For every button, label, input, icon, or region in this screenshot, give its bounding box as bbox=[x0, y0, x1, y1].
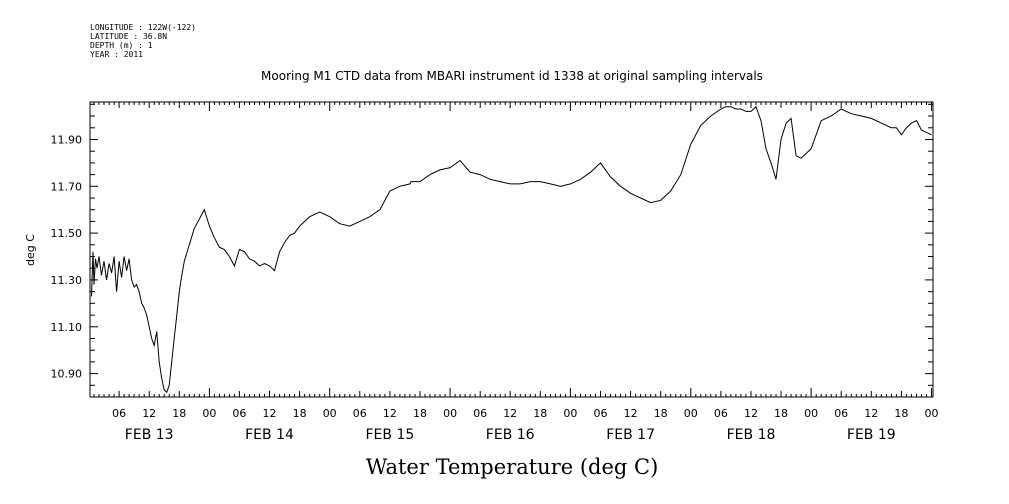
y-tick-label: 11.90 bbox=[51, 134, 83, 147]
tick-marks bbox=[90, 102, 933, 398]
chart-title: Mooring M1 CTD data from MBARI instrumen… bbox=[261, 69, 763, 83]
x-tick-label: 12 bbox=[744, 407, 758, 420]
x-tick-label: 06 bbox=[473, 407, 487, 420]
day-labels: FEB 13 FEB 14 FEB 15 FEB 16 FEB 17 FEB 18 FEB … bbox=[125, 427, 896, 443]
x-tick-label: 12 bbox=[142, 407, 156, 420]
day-label: FEB 14 bbox=[245, 427, 294, 443]
x-tick-label: 06 bbox=[594, 407, 608, 420]
y-tick-label: 11.70 bbox=[51, 180, 83, 193]
x-tick-label: 12 bbox=[864, 407, 878, 420]
day-label: FEB 16 bbox=[486, 427, 535, 443]
day-label: FEB 17 bbox=[606, 427, 655, 443]
x-tick-label: 06 bbox=[714, 407, 728, 420]
x-tick-label: 00 bbox=[684, 407, 698, 420]
x-tick-label: 12 bbox=[263, 407, 277, 420]
x-tick-label: 12 bbox=[624, 407, 638, 420]
day-label: FEB 15 bbox=[366, 427, 415, 443]
metadata-block: LONGITUDE : 122W(-122) LATITUDE : 36.8N … bbox=[90, 23, 196, 59]
x-tick-label: 06 bbox=[834, 407, 848, 420]
x-tick-label: 18 bbox=[774, 407, 788, 420]
day-label: FEB 13 bbox=[125, 427, 174, 443]
y-tick-label: 10.90 bbox=[51, 368, 83, 381]
meta-latitude: LATITUDE : 36.8N bbox=[90, 32, 167, 41]
day-label: FEB 19 bbox=[847, 427, 896, 443]
x-tick-label: 18 bbox=[894, 407, 908, 420]
meta-longitude: LONGITUDE : 122W(-122) bbox=[90, 23, 196, 32]
y-tick-label: 11.30 bbox=[51, 274, 83, 287]
x-tick-label: 00 bbox=[323, 407, 337, 420]
x-tick-label: 12 bbox=[383, 407, 397, 420]
x-tick-label: 18 bbox=[172, 407, 186, 420]
meta-depth: DEPTH (m) : 1 bbox=[90, 41, 153, 50]
meta-year: YEAR : 2011 bbox=[90, 50, 143, 59]
y-tick-labels: 10.90 11.10 11.30 11.50 11.70 11.90 bbox=[51, 134, 83, 381]
x-tick-label: 18 bbox=[654, 407, 668, 420]
x-tick-label: 00 bbox=[925, 407, 939, 420]
x-axis-label: Water Temperature (deg C) bbox=[366, 455, 659, 479]
x-tick-label: 06 bbox=[232, 407, 246, 420]
x-tick-label: 06 bbox=[353, 407, 367, 420]
water-temperature-line bbox=[91, 105, 932, 394]
x-tick-label: 18 bbox=[413, 407, 427, 420]
x-tick-label: 00 bbox=[202, 407, 216, 420]
plot-frame bbox=[89, 101, 934, 398]
x-tick-labels: 06 12 18 00 06 12 18 00 06 12 18 00 06 12 18 00 06 12 18 00… bbox=[112, 407, 938, 420]
y-tick-label: 11.10 bbox=[51, 321, 83, 334]
x-tick-label: 00 bbox=[443, 407, 457, 420]
x-tick-label: 18 bbox=[293, 407, 307, 420]
x-tick-label: 06 bbox=[112, 407, 126, 420]
y-tick-label: 11.50 bbox=[51, 227, 83, 240]
day-label: FEB 18 bbox=[727, 427, 776, 443]
x-tick-label: 12 bbox=[503, 407, 517, 420]
y-axis-label: deg C bbox=[24, 234, 37, 266]
x-tick-label: 00 bbox=[804, 407, 818, 420]
x-tick-label: 18 bbox=[533, 407, 547, 420]
x-tick-label: 00 bbox=[563, 407, 577, 420]
